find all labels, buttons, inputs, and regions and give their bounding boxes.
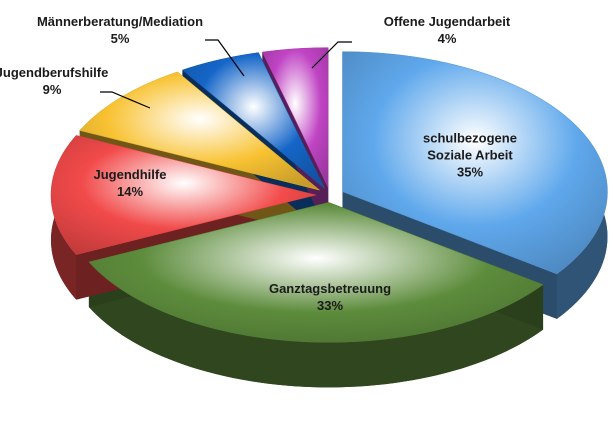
category-label: Jugendberufshilfe	[0, 65, 109, 80]
leader-line	[205, 39, 245, 77]
value-label: 14%	[116, 184, 144, 199]
category-label: schulbezogene Soziale Arbeit	[423, 130, 517, 163]
value-label: 9%	[42, 82, 62, 97]
slice-label: Männerberatung/Mediation 5%	[20, 13, 220, 47]
value-label: 33%	[316, 298, 344, 313]
slice	[342, 51, 608, 275]
slice-label: Jugendhilfe 14%	[80, 166, 180, 200]
value-label: 35%	[456, 164, 484, 180]
slice	[79, 71, 320, 191]
slice	[50, 135, 317, 255]
slice-label: Offene Jugendarbeit 4%	[367, 13, 527, 47]
slice-label: Jugendberufshilfe 9%	[0, 64, 122, 98]
slice	[88, 202, 544, 343]
leader-line	[311, 41, 352, 69]
slice	[261, 47, 329, 188]
category-label: Offene Jugendarbeit	[383, 14, 511, 29]
category-label: Jugendhilfe	[93, 167, 167, 182]
value-label: 5%	[110, 31, 130, 46]
category-label: Ganztagsbetreuung	[268, 281, 392, 296]
slice-label: schulbezogene Soziale Arbeit 35%	[410, 130, 530, 181]
leader-line	[100, 91, 151, 109]
category-label: Männerberatung/Mediation	[36, 14, 204, 29]
slice	[181, 52, 325, 189]
slice-label: Ganztagsbetreuung 33%	[250, 280, 410, 314]
value-label: 4%	[437, 31, 457, 46]
